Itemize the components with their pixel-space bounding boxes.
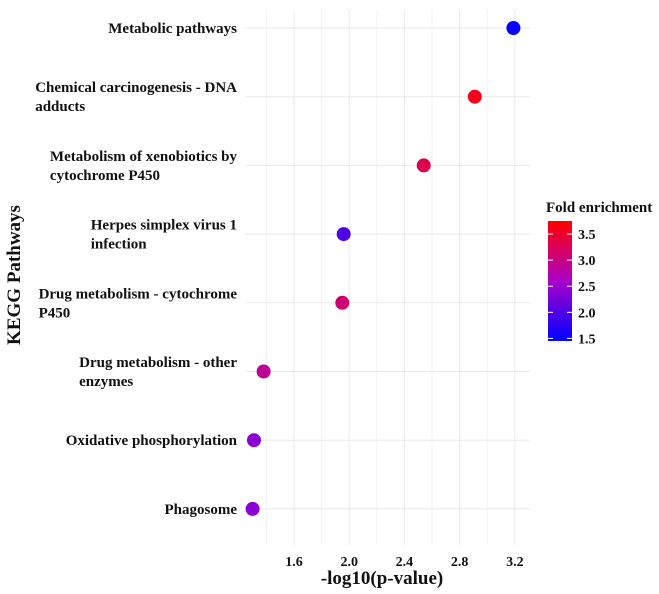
x-tick-label: 2.8: [451, 555, 469, 570]
data-point: [245, 501, 260, 516]
y-tick-label: Chemical carcinogenesis - DNA: [35, 80, 237, 96]
x-tick-label: 1.6: [285, 555, 303, 570]
data-point: [256, 364, 271, 379]
y-tick-labels: Metabolic pathways Chemical carcinogenesi…: [35, 21, 237, 518]
y-tick-label: Drug metabolism - other: [79, 355, 237, 371]
data-point: [416, 158, 431, 173]
y-axis-label: KEGG Pathways: [4, 205, 25, 345]
y-tick-label: Metabolism of xenobiotics by: [50, 149, 238, 165]
data-point: [336, 227, 351, 242]
x-axis-label: -log10(p-value): [321, 568, 443, 589]
y-tick-label: Metabolic pathways: [108, 21, 237, 37]
x-tick-label: 2.4: [396, 555, 414, 570]
x-tick-labels: 1.6 2.0 2.4 2.8 3.2: [285, 555, 523, 570]
y-tick-label: infection: [91, 237, 147, 253]
legend-title: Fold enrichment: [546, 200, 652, 216]
y-tick-label: Herpes simplex virus 1: [91, 218, 237, 234]
x-tick-label: 3.2: [506, 555, 524, 570]
points: [245, 21, 521, 516]
legend-colorbar: [548, 221, 572, 341]
data-point: [467, 89, 482, 104]
legend-tick-label: 1.5: [578, 332, 596, 347]
legend-tick-label: 3.5: [578, 228, 596, 243]
color-legend: Fold enrichment 1.5 2.0 2.5 3.0 3.5: [546, 200, 652, 347]
legend-tick-label: 2.0: [578, 306, 596, 321]
y-tick-label: Phagosome: [165, 502, 238, 518]
data-point: [335, 295, 350, 310]
y-tick-label: Oxidative phosphorylation: [66, 433, 238, 449]
legend-tick-label: 3.0: [578, 254, 596, 269]
gridlines: [245, 10, 530, 545]
y-tick-label: Drug metabolism - cytochrome: [39, 286, 238, 302]
y-tick-label: adducts: [35, 99, 85, 115]
data-point: [506, 21, 521, 35]
data-point: [246, 433, 261, 448]
y-tick-label: enzymes: [79, 374, 133, 390]
legend-tick-label: 2.5: [578, 280, 596, 295]
y-tick-label: P450: [39, 305, 71, 321]
x-tick-label: 2.0: [340, 555, 358, 570]
y-tick-label: cytochrome P450: [50, 168, 160, 184]
